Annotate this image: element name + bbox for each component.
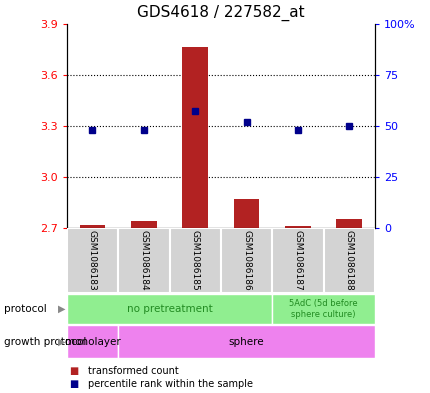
- Bar: [272, 294, 374, 324]
- Bar: [233, 199, 259, 228]
- Bar: [169, 228, 220, 293]
- Text: GSM1086188: GSM1086188: [344, 230, 353, 291]
- Bar: [118, 325, 374, 358]
- Text: no pretreatment: no pretreatment: [126, 304, 212, 314]
- Text: GSM1086184: GSM1086184: [139, 230, 148, 291]
- Text: ■: ■: [69, 366, 78, 376]
- Text: ■: ■: [69, 379, 78, 389]
- Bar: [272, 228, 323, 293]
- Text: monolayer: monolayer: [64, 336, 120, 347]
- Bar: [80, 224, 105, 228]
- Text: sphere: sphere: [228, 336, 264, 347]
- Text: protocol: protocol: [4, 304, 47, 314]
- Bar: [131, 221, 157, 228]
- Text: GSM1086185: GSM1086185: [190, 230, 199, 291]
- Text: GSM1086183: GSM1086183: [88, 230, 97, 291]
- Text: transformed count: transformed count: [88, 366, 179, 376]
- Bar: [67, 228, 118, 293]
- Text: ▶: ▶: [58, 304, 65, 314]
- Bar: [336, 219, 361, 228]
- Bar: [67, 294, 272, 324]
- Bar: [220, 228, 272, 293]
- Bar: [182, 48, 208, 228]
- Bar: [118, 228, 169, 293]
- Text: percentile rank within the sample: percentile rank within the sample: [88, 379, 253, 389]
- Text: growth protocol: growth protocol: [4, 336, 86, 347]
- Bar: [323, 228, 374, 293]
- Text: ▶: ▶: [58, 336, 65, 347]
- Text: 5AdC (5d before
sphere culture): 5AdC (5d before sphere culture): [289, 299, 357, 319]
- Title: GDS4618 / 227582_at: GDS4618 / 227582_at: [137, 5, 304, 21]
- Bar: [67, 325, 118, 358]
- Bar: [284, 226, 310, 228]
- Text: GSM1086187: GSM1086187: [293, 230, 302, 291]
- Text: GSM1086186: GSM1086186: [242, 230, 251, 291]
